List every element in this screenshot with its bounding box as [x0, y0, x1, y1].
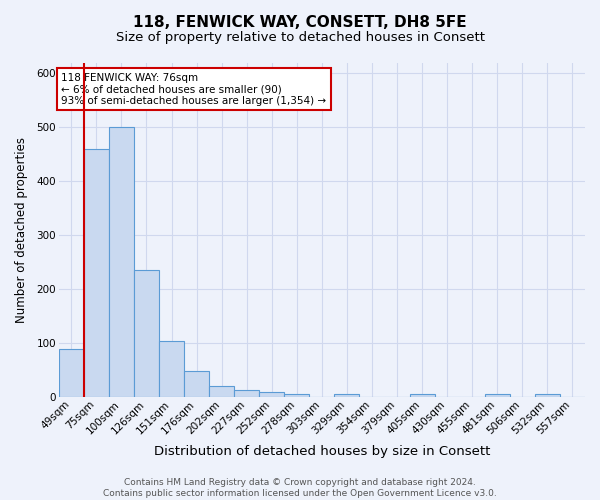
Bar [334, 394, 359, 396]
Bar [209, 386, 234, 396]
Bar [410, 394, 434, 396]
Bar [485, 394, 510, 396]
Bar [259, 392, 284, 396]
Bar [134, 270, 159, 396]
Bar [234, 390, 259, 396]
Bar [59, 349, 84, 397]
Y-axis label: Number of detached properties: Number of detached properties [15, 136, 28, 322]
Bar [184, 371, 209, 396]
Bar [284, 394, 310, 396]
Bar [159, 341, 184, 396]
Bar [109, 127, 134, 396]
Text: Size of property relative to detached houses in Consett: Size of property relative to detached ho… [115, 31, 485, 44]
Bar [535, 394, 560, 396]
Bar [84, 148, 109, 396]
Text: 118, FENWICK WAY, CONSETT, DH8 5FE: 118, FENWICK WAY, CONSETT, DH8 5FE [133, 15, 467, 30]
Text: Contains HM Land Registry data © Crown copyright and database right 2024.
Contai: Contains HM Land Registry data © Crown c… [103, 478, 497, 498]
X-axis label: Distribution of detached houses by size in Consett: Distribution of detached houses by size … [154, 444, 490, 458]
Text: 118 FENWICK WAY: 76sqm
← 6% of detached houses are smaller (90)
93% of semi-deta: 118 FENWICK WAY: 76sqm ← 6% of detached … [61, 72, 326, 106]
